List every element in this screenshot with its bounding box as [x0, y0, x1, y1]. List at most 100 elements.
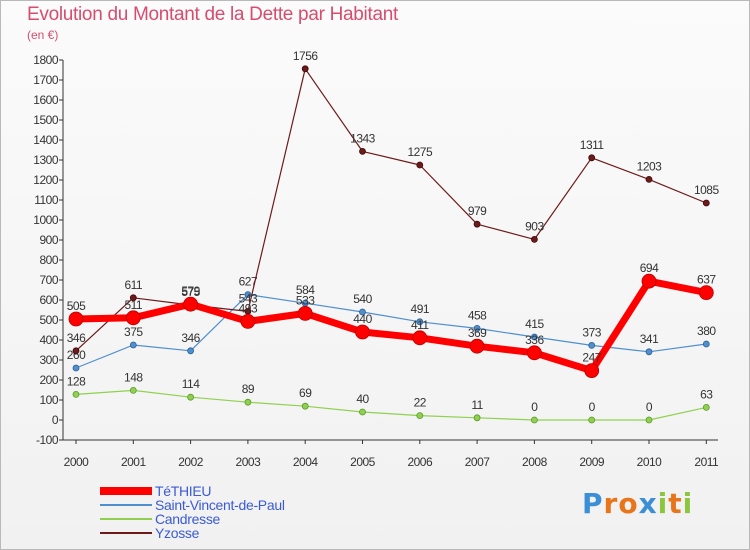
data-label-candresse: 11 [471, 398, 483, 412]
data-point-candresse [416, 412, 424, 420]
data-label-candresse: 0 [531, 400, 538, 414]
data-label-saint-vincent-de-paul: 346 [181, 331, 200, 345]
legend-label: TéTHIEU [155, 483, 212, 499]
y-tick-label: 1800 [33, 53, 59, 67]
y-tick-label: 400 [39, 333, 58, 347]
data-label-saint-vincent-de-paul: 491 [411, 302, 430, 316]
data-label-t-thieu: 440 [353, 312, 372, 326]
data-point-saint-vincent-de-paul [129, 341, 137, 349]
data-point-yzosse [416, 161, 424, 169]
data-point-candresse [359, 408, 366, 416]
x-tick-label: 2006 [407, 455, 433, 469]
data-label-yzosse: 1343 [350, 131, 376, 145]
data-label-candresse: 63 [700, 387, 713, 401]
data-label-yzosse: 1275 [407, 145, 433, 159]
logo-letter: r [603, 487, 619, 520]
data-label-saint-vincent-de-paul: 540 [353, 292, 372, 306]
data-label-yzosse: 1311 [580, 138, 605, 152]
data-label-candresse: 0 [646, 400, 653, 414]
data-label-t-thieu: 637 [697, 273, 716, 287]
data-point-saint-vincent-de-paul [702, 340, 710, 348]
y-tick-label: 800 [39, 253, 58, 267]
data-point-yzosse [702, 199, 710, 207]
x-tick-label: 2004 [293, 455, 319, 469]
data-point-t-thieu [125, 310, 141, 326]
series-line-candresse [75, 389, 707, 421]
y-tick-label: 0 [52, 413, 59, 427]
data-point-t-thieu [355, 324, 370, 340]
data-label-yzosse: 1203 [637, 159, 663, 173]
y-tick-label: 1700 [33, 73, 59, 87]
data-point-t-thieu [183, 296, 199, 312]
data-point-saint-vincent-de-paul [187, 347, 195, 355]
data-point-t-thieu [297, 305, 313, 321]
data-label-yzosse: 979 [468, 204, 487, 218]
data-point-candresse [645, 416, 653, 424]
data-label-saint-vincent-de-paul: 341 [640, 332, 659, 346]
y-tick-label: 1300 [33, 153, 59, 167]
data-label-candresse: 40 [356, 392, 369, 406]
data-point-candresse [702, 403, 710, 411]
data-label-yzosse: 1756 [293, 49, 319, 63]
data-label-t-thieu: 579 [181, 284, 200, 298]
data-label-t-thieu: 493 [239, 301, 258, 315]
data-label-yzosse: 543 [239, 291, 258, 305]
chart-subtitle: (en €) [27, 28, 59, 42]
x-tick-label: 2008 [522, 455, 548, 469]
series-line-saint-vincent-de-paul [75, 294, 707, 369]
data-point-saint-vincent-de-paul [359, 308, 366, 316]
y-tick-label: 900 [39, 233, 58, 247]
chart-title: Evolution du Montant de la Dette par Hab… [27, 4, 398, 25]
x-tick-label: 2009 [579, 455, 605, 469]
legend-label: Yzosse [155, 525, 200, 541]
data-label-yzosse: 903 [525, 219, 544, 233]
data-label-t-thieu: 694 [640, 261, 659, 275]
data-label-candresse: 69 [299, 386, 312, 400]
data-label-saint-vincent-de-paul: 584 [296, 283, 315, 297]
legend-swatch [100, 532, 152, 534]
data-point-saint-vincent-de-paul [588, 341, 596, 349]
y-tick-label: 1400 [33, 133, 59, 147]
data-label-yzosse: 1085 [694, 183, 720, 197]
y-tick-label: 1600 [33, 93, 59, 107]
data-point-saint-vincent-de-paul [244, 291, 252, 299]
legend-swatch [100, 518, 152, 520]
data-label-saint-vincent-de-paul: 458 [468, 308, 487, 322]
data-label-candresse: 114 [182, 377, 200, 391]
data-point-t-thieu [527, 345, 542, 361]
data-point-candresse [301, 402, 309, 410]
data-label-candresse: 0 [589, 400, 596, 414]
data-point-t-thieu [698, 285, 714, 301]
x-tick-label: 2007 [465, 455, 491, 469]
data-point-yzosse [588, 154, 596, 162]
data-label-candresse: 128 [67, 374, 86, 388]
y-tick-label: 600 [39, 293, 58, 307]
series-line-t-thieu [75, 277, 707, 375]
data-point-t-thieu [641, 273, 657, 289]
data-label-yzosse: 611 [124, 278, 142, 292]
data-point-candresse [187, 393, 195, 401]
data-point-candresse [473, 414, 481, 422]
legend-label: Saint-Vincent-de-Paul [155, 497, 285, 513]
data-point-t-thieu [240, 313, 256, 329]
data-point-saint-vincent-de-paul [531, 333, 538, 341]
y-tick-label: 700 [39, 273, 58, 287]
logo-letter: i [657, 487, 669, 520]
logo-letter: x [638, 487, 658, 520]
data-label-t-thieu: 511 [124, 298, 142, 312]
data-label-t-thieu: 411 [411, 318, 429, 332]
x-tick-label: 2005 [350, 455, 376, 469]
legend-swatch [100, 487, 152, 495]
data-point-candresse [531, 416, 538, 424]
x-tick-label: 2003 [236, 455, 262, 469]
x-tick-label: 2010 [637, 455, 663, 469]
logo-letter: i [682, 487, 694, 520]
y-tick-label: 200 [39, 373, 58, 387]
data-label-saint-vincent-de-paul: 260 [67, 348, 86, 362]
y-tick-label: 300 [39, 353, 58, 367]
data-label-t-thieu: 336 [525, 333, 544, 347]
data-label-saint-vincent-de-paul: 375 [124, 325, 143, 339]
data-point-yzosse [359, 147, 366, 155]
data-label-saint-vincent-de-paul: 373 [582, 325, 601, 339]
